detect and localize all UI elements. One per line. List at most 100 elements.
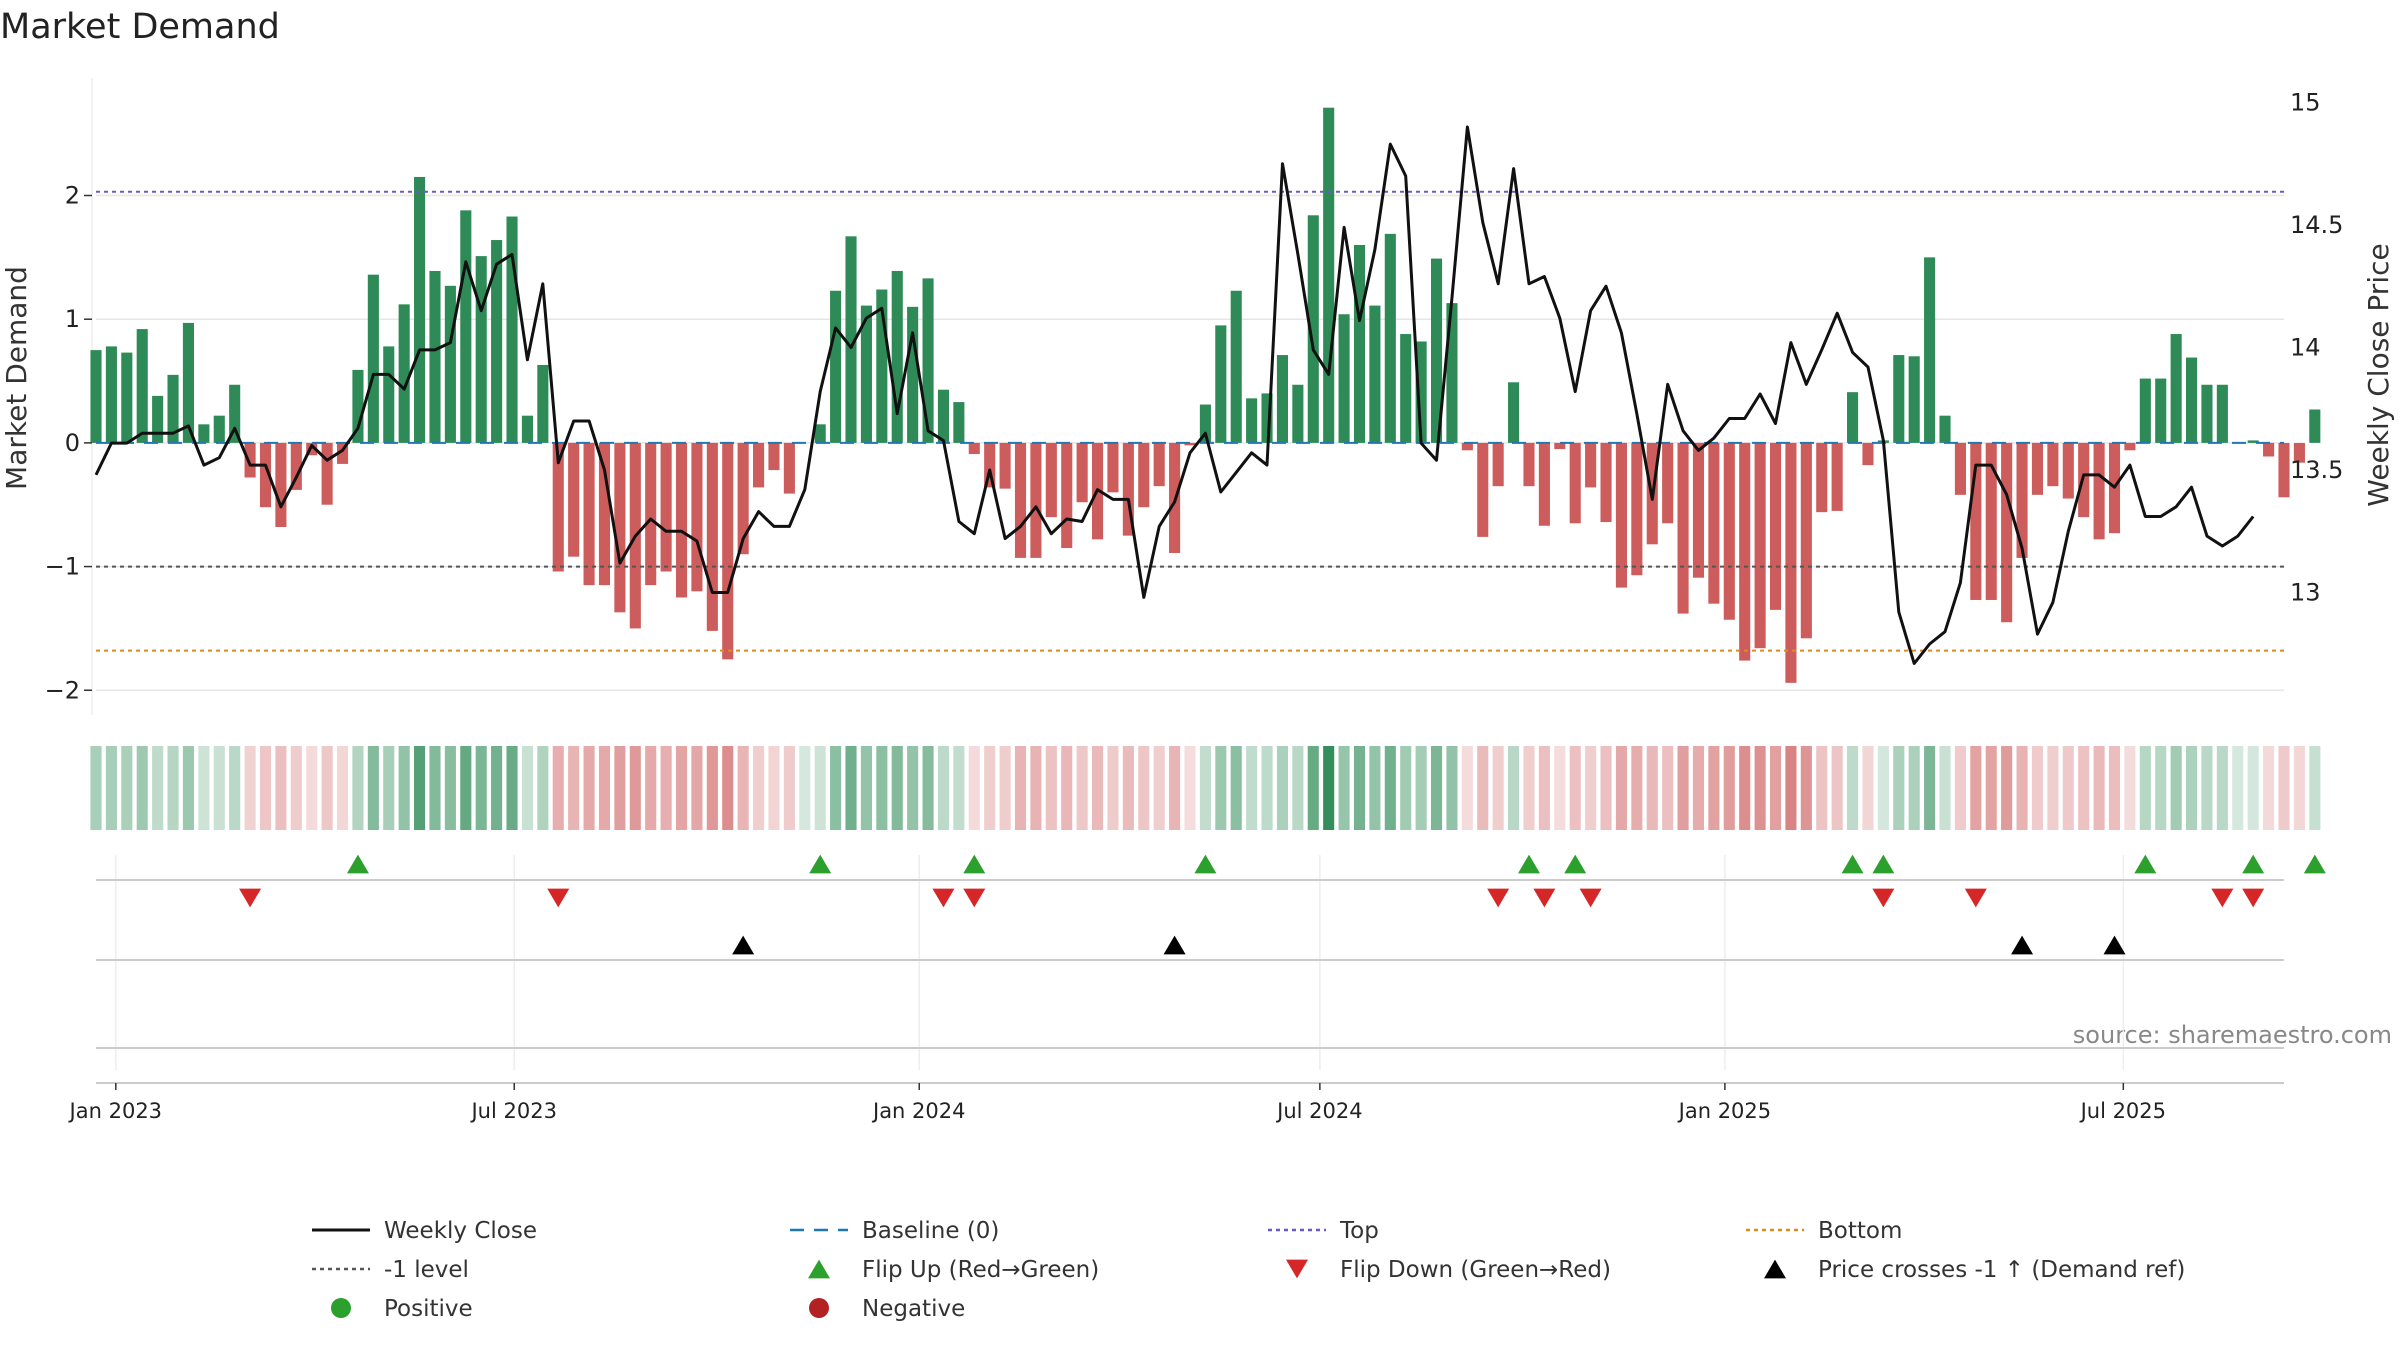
demand-bar-negative [1554, 442, 1566, 450]
flip-down-marker [239, 888, 262, 908]
legend-item-baseline: Baseline (0) [790, 1218, 999, 1244]
strip-cell [398, 746, 410, 830]
demand-bar-positive [1508, 382, 1520, 443]
y-right-tick-label: 14 [2290, 334, 2321, 362]
strip-cell [383, 746, 395, 830]
strip-cell [444, 746, 456, 830]
demand-bar-negative [722, 442, 734, 660]
strip-cell [352, 746, 364, 830]
strip-cell [491, 746, 503, 830]
strip-cell [1600, 746, 1612, 830]
strip-cell [2216, 746, 2228, 830]
demand-bar-positive [2186, 357, 2198, 443]
y-axis-left-label: Market Demand [0, 266, 33, 490]
strip-cell [1292, 746, 1304, 830]
legend-label: Bottom [1818, 1218, 1902, 1244]
strip-cell [1662, 746, 1674, 830]
flip-down-marker [547, 888, 570, 908]
demand-bar-negative [2124, 442, 2136, 451]
demand-bar-negative [660, 442, 672, 572]
strip-cell [1246, 746, 1258, 830]
demand-bar-positive [922, 278, 934, 443]
flip-up-marker [2303, 854, 2326, 874]
x-tick-label: Jan 2023 [68, 1099, 163, 1123]
demand-bar-negative [1800, 442, 1812, 639]
flip-down-marker [1964, 888, 1987, 908]
strip-cell [1122, 746, 1134, 830]
strip-cell [213, 746, 225, 830]
demand-bar-negative [783, 442, 795, 494]
demand-bar-positive [814, 424, 826, 443]
demand-heat-strip [90, 746, 2321, 830]
demand-bar-positive [521, 415, 533, 443]
strip-cell [1230, 746, 1242, 830]
demand-bar-positive [506, 216, 518, 443]
demand-bar-negative [552, 442, 564, 572]
strip-cell [1045, 746, 1057, 830]
demand-bar-negative [1538, 442, 1550, 526]
strip-cell [1461, 746, 1473, 830]
demand-bar-negative [1061, 442, 1073, 549]
strip-cell [1492, 746, 1504, 830]
demand-bar-negative [1831, 442, 1843, 511]
strip-cell [2139, 746, 2151, 830]
y-ticks: 2 1 0 −1 −2 15 14.5 14 13.5 13 [45, 89, 2344, 705]
strip-cell [1708, 746, 1720, 830]
demand-bar-negative [275, 442, 287, 527]
legend-swatch [809, 1298, 829, 1318]
legend-item-flip-down: Flip Down (Green→Red) [1286, 1257, 1611, 1283]
demand-bar-negative [1677, 442, 1689, 614]
legend-item-minus-one: -1 level [312, 1257, 469, 1283]
demand-bar-positive [1847, 392, 1859, 443]
strip-cell [1847, 746, 1859, 830]
strip-cell [1138, 746, 1150, 830]
demand-bar-negative [1461, 442, 1473, 451]
demand-bar-negative [583, 442, 595, 586]
strip-cell [2247, 746, 2259, 830]
strip-cell [2047, 746, 2059, 830]
demand-bar-negative [598, 442, 611, 586]
strip-cell [259, 746, 272, 830]
demand-bar-positive [1924, 257, 1936, 443]
strip-cell [629, 746, 641, 830]
strip-cell [136, 746, 148, 830]
demand-bar-positive [537, 364, 549, 443]
strip-cell [1646, 746, 1658, 830]
demand-bar-negative [2062, 442, 2074, 499]
demand-bar-negative [568, 442, 580, 557]
strip-cell [321, 746, 333, 830]
strip-cell [1323, 746, 1335, 830]
demand-bar-negative [1970, 442, 1982, 600]
strip-cell [336, 746, 349, 830]
demand-bar-positive [136, 329, 148, 443]
x-tick-label: Jul 2025 [2079, 1099, 2166, 1123]
x-tick-label: Jul 2023 [469, 1099, 556, 1123]
demand-bar-positive [1893, 355, 1905, 443]
strip-cell [1369, 746, 1381, 830]
strip-cell [2093, 746, 2105, 830]
demand-bar-positive [213, 415, 225, 443]
demand-bar-negative [1523, 442, 1535, 487]
strip-cell [768, 746, 780, 830]
strip-cell [1831, 746, 1843, 830]
demand-bar-positive [2216, 384, 2228, 443]
demand-bar-positive [1230, 290, 1242, 443]
legend-label: Weekly Close [384, 1218, 537, 1244]
demand-bar-negative [1723, 442, 1735, 620]
flip-down-marker [2211, 888, 2234, 908]
strip-cell [1184, 746, 1196, 830]
strip-cell [460, 746, 472, 830]
strip-cell [1338, 746, 1350, 830]
legend-label: Baseline (0) [862, 1218, 999, 1244]
strip-cell [2155, 746, 2167, 830]
demand-bars [90, 107, 2321, 683]
x-tick-label: Jan 2024 [871, 1099, 966, 1123]
price-cross-marker [2103, 935, 2126, 955]
demand-bar-positive [1400, 334, 1412, 443]
strip-cell [2232, 746, 2244, 830]
demand-bar-positive [2247, 440, 2259, 443]
demand-bar-positive [1323, 107, 1335, 443]
strip-cell [953, 746, 965, 830]
demand-bar-positive [1199, 404, 1211, 443]
